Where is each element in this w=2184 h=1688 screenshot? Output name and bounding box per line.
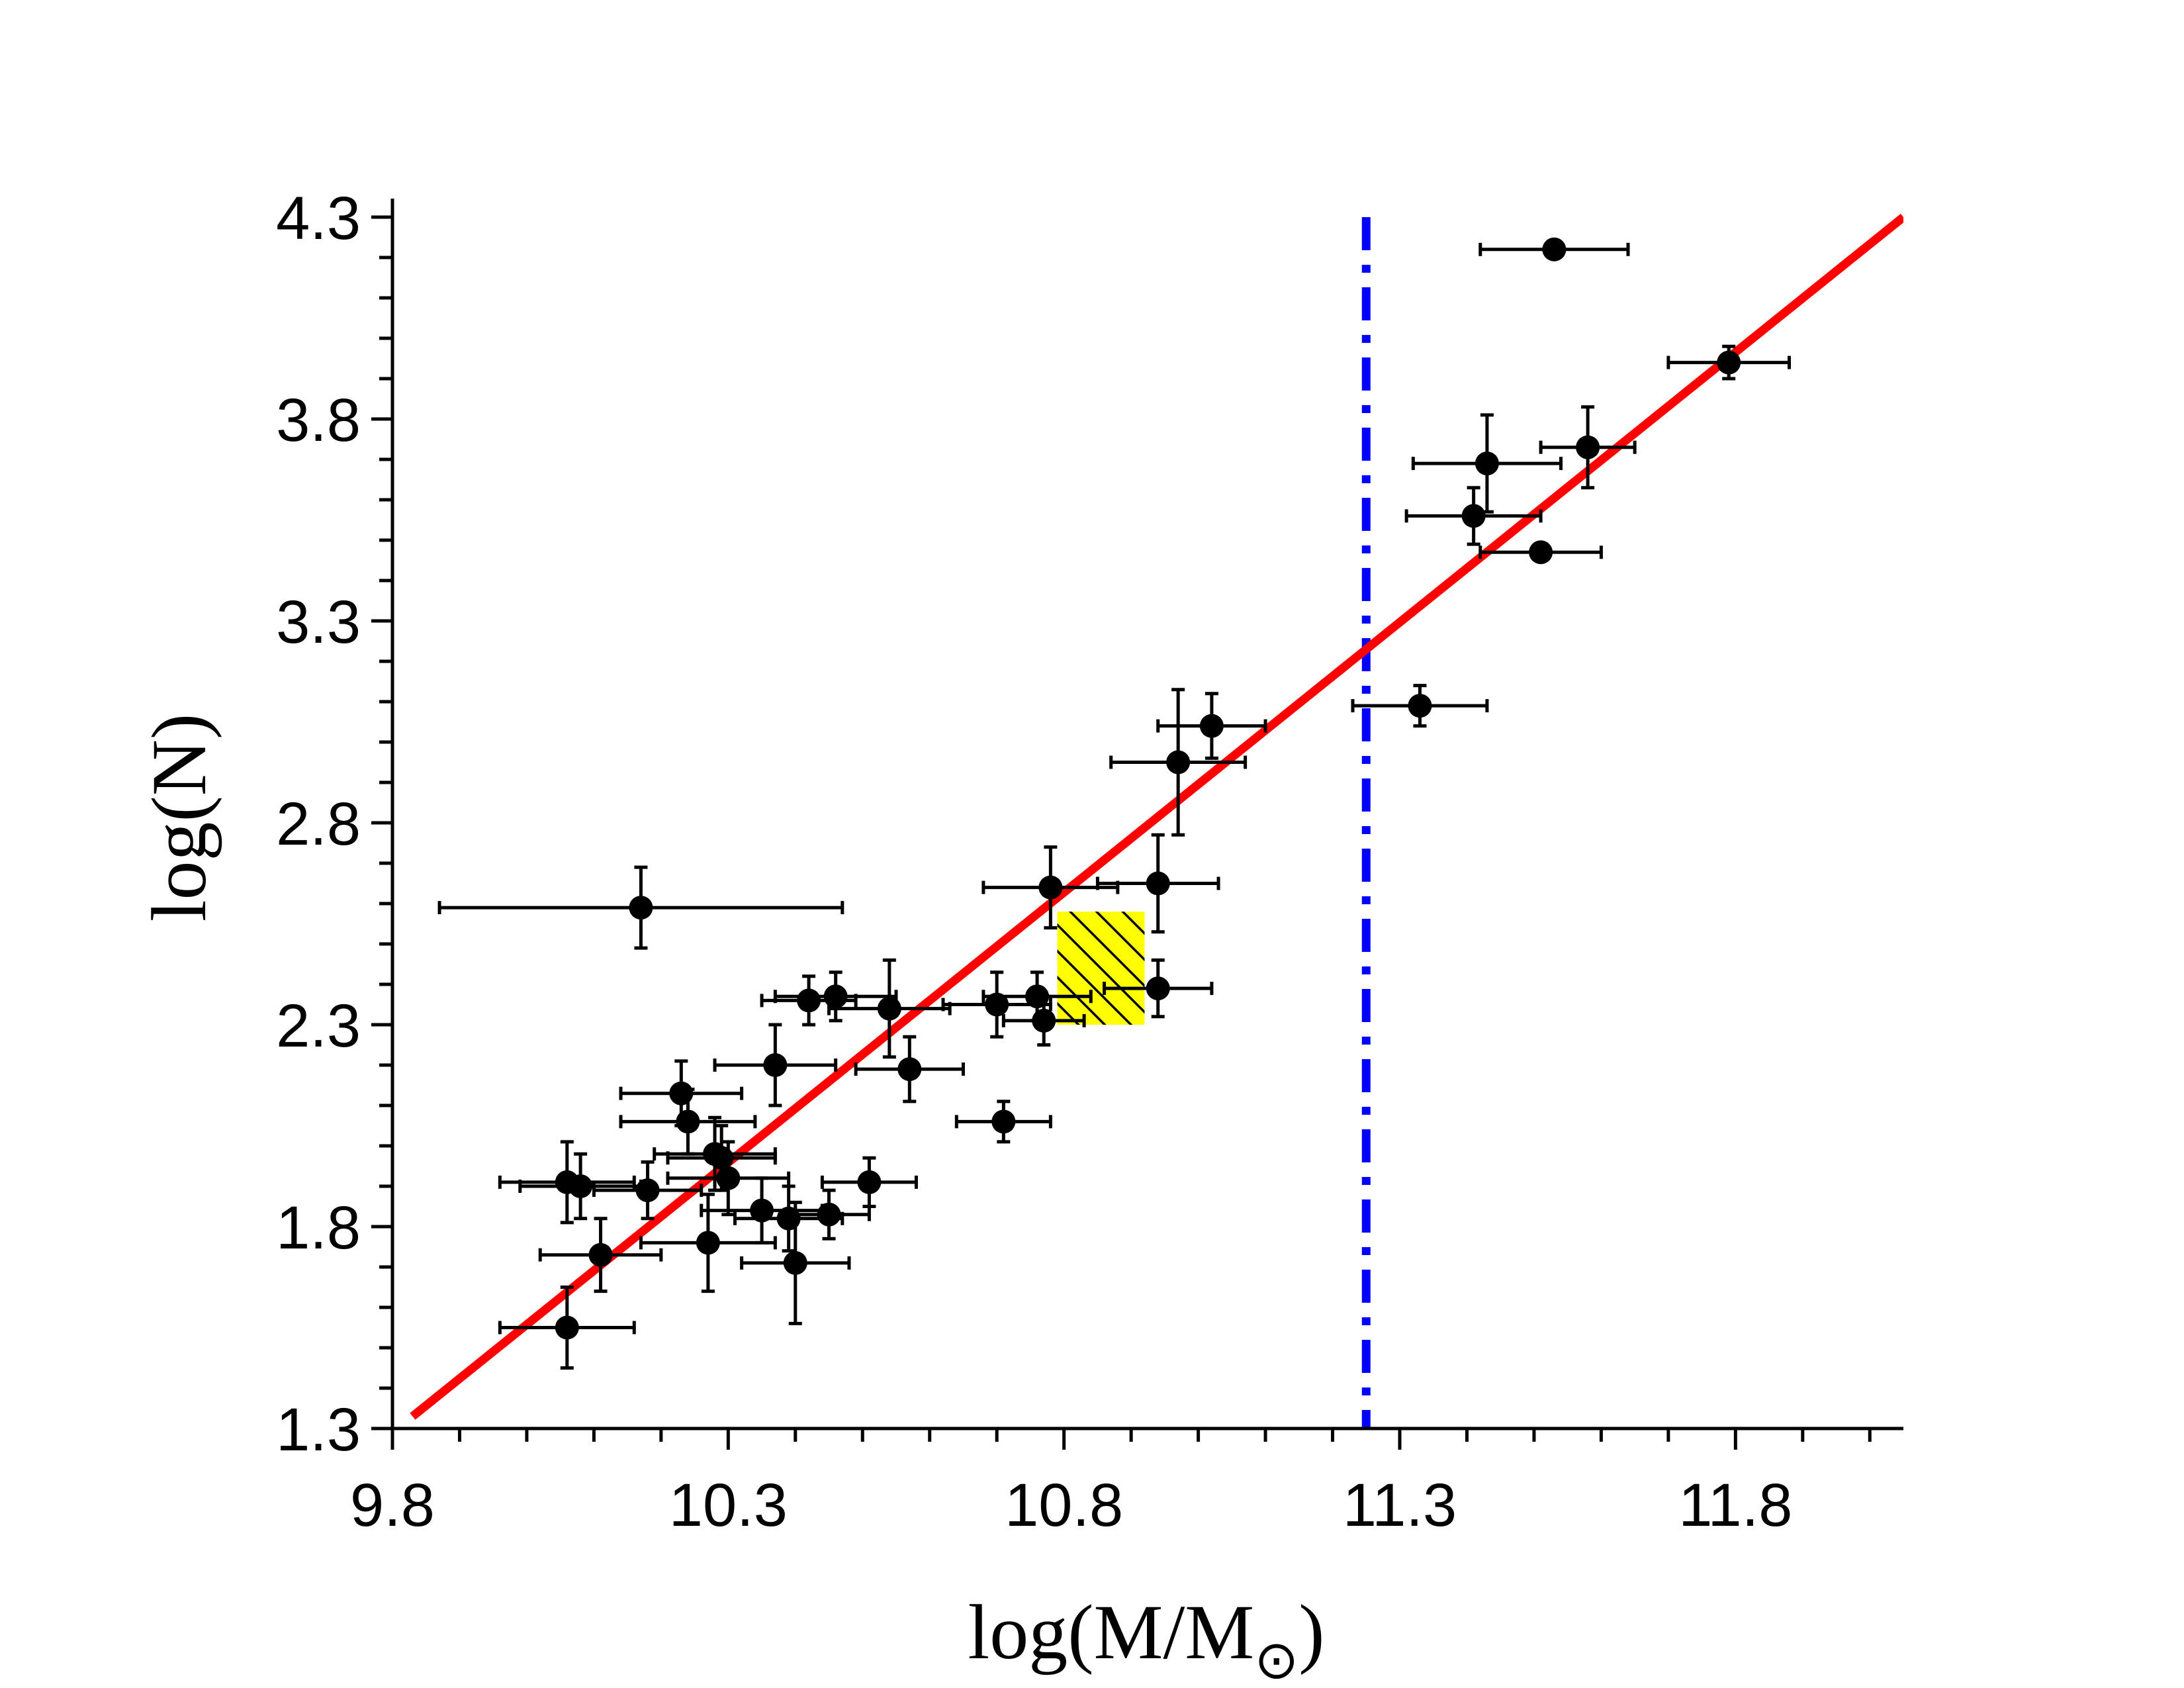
- tick-labels: 9.8 10.3 10.8 11.3 11.8 1.3 1.8 2.3 2.8 3.3 3.8 4.3: [276, 185, 1792, 1539]
- data-marker: [877, 996, 901, 1021]
- data-marker: [1717, 350, 1741, 375]
- data-point: [619, 1088, 757, 1156]
- data-point: [1411, 413, 1563, 514]
- data-point: [639, 1192, 777, 1293]
- x-axis-title: log(M/M⊙): [968, 1589, 1324, 1688]
- data-point: [1479, 540, 1603, 565]
- data-point: [1156, 692, 1267, 760]
- y-axis-title: log(N): [136, 714, 222, 922]
- y-tick-label: 3.3: [276, 588, 361, 656]
- data-point: [1103, 958, 1214, 1019]
- data-point: [1095, 833, 1220, 934]
- data-point: [713, 1023, 838, 1107]
- data-point: [1479, 237, 1630, 261]
- data-marker: [1199, 714, 1224, 738]
- data-point: [498, 1286, 636, 1370]
- data-point: [1404, 486, 1543, 546]
- data-marker: [985, 992, 1009, 1017]
- data-marker: [897, 1057, 922, 1082]
- data-marker: [991, 1109, 1016, 1134]
- data-point: [981, 845, 1120, 930]
- data-marker: [1542, 237, 1567, 261]
- y-tick-label: 1.8: [276, 1194, 361, 1262]
- x-axis-title-close: ): [1298, 1589, 1324, 1675]
- y-tick-label: 2.8: [276, 790, 361, 858]
- data-point: [666, 1140, 791, 1217]
- axes: [371, 199, 1903, 1450]
- data-marker: [1576, 435, 1600, 459]
- data-marker: [1475, 451, 1499, 476]
- data-marker: [676, 1109, 700, 1134]
- data-marker: [588, 1243, 613, 1267]
- data-marker: [629, 896, 653, 920]
- data-marker: [750, 1198, 774, 1223]
- data-marker: [797, 988, 821, 1013]
- data-point: [787, 1188, 871, 1241]
- data-marker: [817, 1202, 841, 1227]
- data-point: [854, 1035, 965, 1103]
- data-point: [1109, 688, 1248, 837]
- x-axis-title-text: log(M/M: [968, 1589, 1254, 1675]
- data-marker: [1166, 750, 1191, 774]
- data-marker: [635, 1178, 660, 1203]
- data-marker: [696, 1231, 720, 1255]
- data-marker: [857, 1170, 882, 1194]
- data-point: [1539, 405, 1637, 490]
- data-point: [437, 865, 844, 950]
- data-marker: [716, 1166, 741, 1190]
- y-tick-label: 4.3: [276, 185, 361, 252]
- data-point: [1001, 994, 1086, 1047]
- data-marker: [1461, 504, 1486, 528]
- data-marker: [1032, 1008, 1056, 1033]
- data-marker: [1038, 875, 1063, 900]
- y-tick-label: 1.3: [276, 1396, 361, 1464]
- data-point: [760, 974, 858, 1027]
- data-point: [820, 1156, 918, 1208]
- x-tick-label: 10.8: [1005, 1472, 1123, 1539]
- fit-line: [410, 213, 1903, 1420]
- data-point: [1666, 344, 1792, 381]
- y-tick-label: 2.3: [276, 992, 361, 1060]
- x-tick-label: 11.3: [1343, 1472, 1457, 1539]
- data-marker: [783, 1250, 807, 1275]
- data-point: [954, 1100, 1052, 1144]
- data-point: [827, 958, 952, 1059]
- data-point: [518, 1152, 643, 1221]
- data-marker: [763, 1053, 788, 1077]
- data-marker: [569, 1174, 593, 1198]
- data-point: [538, 1217, 663, 1293]
- y-tick-label: 3.8: [276, 387, 361, 454]
- data-marker: [555, 1315, 579, 1340]
- x-tick-label: 11.8: [1678, 1472, 1792, 1539]
- shaded-region: [1057, 912, 1145, 1025]
- x-axis-title-subscript: ⊙: [1254, 1632, 1298, 1688]
- x-tick-label: 9.8: [350, 1472, 435, 1539]
- data-point: [592, 1160, 704, 1221]
- plot-area: [410, 213, 1903, 1429]
- data-marker: [1529, 540, 1553, 565]
- data-point: [740, 1200, 851, 1325]
- data-marker: [1146, 976, 1170, 1001]
- data-marker: [1408, 694, 1432, 718]
- x-tick-label: 10.3: [669, 1472, 788, 1539]
- data-point: [700, 1176, 824, 1244]
- data-point: [1351, 684, 1489, 728]
- data-marker: [1146, 871, 1170, 896]
- data-point: [773, 970, 898, 1023]
